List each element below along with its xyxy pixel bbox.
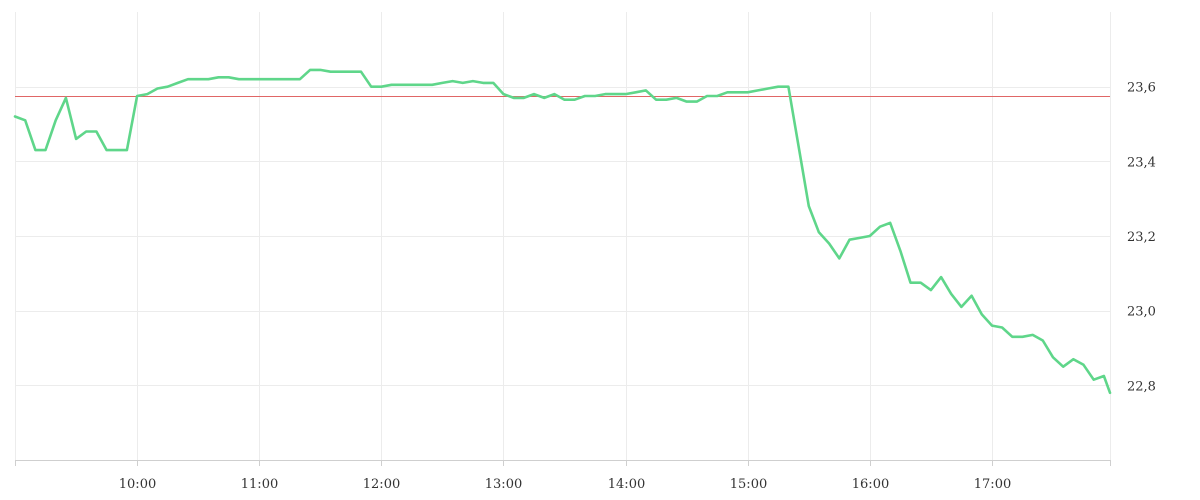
series-line	[13, 68, 1112, 395]
y-tick-label: 23,0	[1127, 305, 1156, 320]
x-tick-label: 17:00	[974, 477, 1011, 492]
x-tick-label: 11:00	[241, 477, 278, 492]
grid	[15, 12, 1111, 460]
x-axis: 10:00 11:00 12:00 13:00 14:00 15:00 16:00 17:00	[15, 460, 1111, 492]
x-tick-label: 10:00	[119, 477, 156, 492]
x-tick-label: 13:00	[485, 477, 522, 492]
y-tick-label: 23,4	[1127, 155, 1156, 170]
y-axis: 22,8 23,0 23,2 23,4 23,6	[1127, 81, 1156, 395]
x-tick-label: 12:00	[363, 477, 400, 492]
series-group	[13, 68, 1112, 395]
y-tick-label: 23,6	[1127, 81, 1156, 96]
y-tick-label: 22,8	[1127, 379, 1156, 394]
x-tick-label: 16:00	[852, 477, 889, 492]
x-tick-label: 14:00	[608, 477, 645, 492]
x-tick-label: 15:00	[730, 477, 767, 492]
y-tick-label: 23,2	[1127, 230, 1156, 245]
